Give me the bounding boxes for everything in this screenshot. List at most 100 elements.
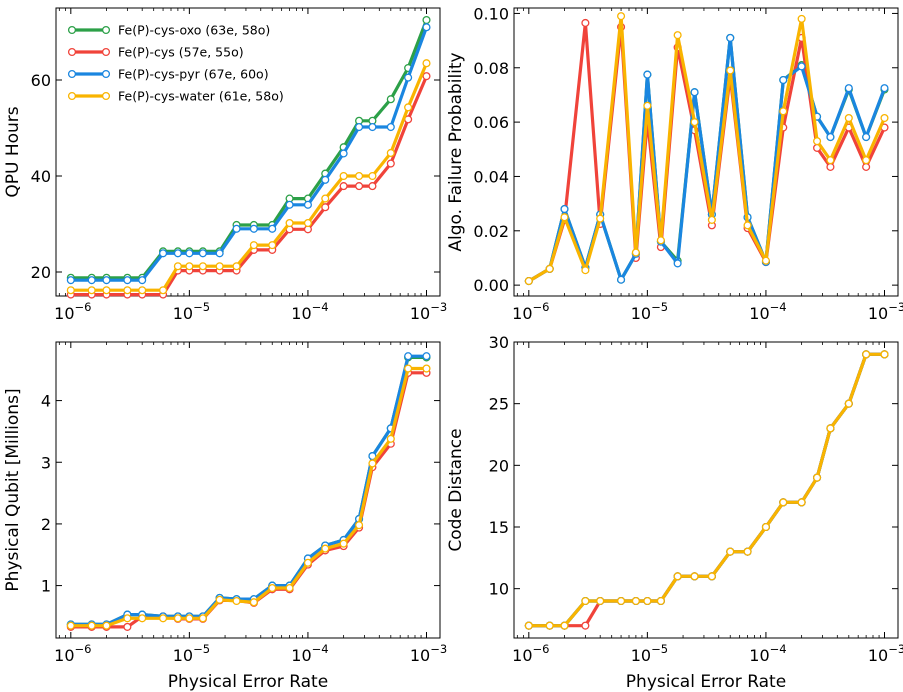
data-point (387, 150, 394, 157)
data-point (582, 267, 589, 274)
legend-marker (103, 93, 110, 100)
data-point (423, 24, 430, 31)
data-point (618, 13, 625, 20)
data-point (814, 138, 821, 145)
data-point (67, 277, 74, 284)
data-point (356, 183, 363, 190)
data-point (845, 85, 852, 92)
data-point (369, 460, 376, 467)
data-point (286, 220, 293, 227)
y-tick-label: 30 (489, 333, 509, 352)
series-line (529, 354, 885, 625)
x-tick-label: 10−5 (631, 642, 668, 665)
data-point (322, 545, 329, 552)
x-axis-label: Physical Error Rate (626, 672, 786, 692)
data-point (863, 157, 870, 164)
legend-label: Fe(P)-cys-pyr (67e, 60o) (118, 67, 269, 82)
subplot-3: 10−6 10−5 10−4 10−31234Physical Qubit [Mill… (3, 342, 447, 692)
data-point (881, 85, 888, 92)
y-tick-label: 0.00 (473, 276, 509, 295)
data-point (160, 250, 167, 257)
y-tick-label: 20 (489, 456, 509, 475)
data-point (103, 287, 110, 294)
data-point (88, 287, 95, 294)
x-tick-label: 10−3 (410, 642, 447, 665)
data-point (124, 615, 131, 622)
legend-marker (103, 71, 110, 78)
data-point (881, 115, 888, 122)
data-point (582, 20, 589, 27)
data-point (657, 237, 664, 244)
data-point (322, 176, 329, 183)
plot-frame (514, 342, 898, 638)
data-point (387, 160, 394, 167)
data-point (827, 425, 834, 432)
data-point (139, 287, 146, 294)
data-point (340, 540, 347, 547)
data-point (305, 220, 312, 227)
data-point (644, 598, 651, 605)
x-tick-label: 10−3 (410, 300, 447, 323)
data-point (845, 400, 852, 407)
data-point (88, 622, 95, 629)
data-point (827, 134, 834, 141)
data-point (356, 522, 363, 529)
data-point (582, 622, 589, 629)
data-point (632, 249, 639, 256)
data-point (618, 598, 625, 605)
data-point (216, 596, 223, 603)
series-cys (67, 369, 429, 630)
y-axis-label: Physical Qubit [Millions] (3, 388, 23, 591)
data-point (340, 173, 347, 180)
series-oxo (67, 354, 429, 628)
data-point (103, 277, 110, 284)
data-point (305, 559, 312, 566)
legend-marker (69, 27, 76, 34)
data-point (340, 150, 347, 157)
x-tick-label: 10−5 (631, 300, 668, 323)
data-point (632, 598, 639, 605)
data-point (174, 615, 181, 622)
x-tick-label: 10−4 (749, 300, 786, 323)
series-water (525, 351, 887, 629)
data-point (827, 164, 834, 171)
data-point (186, 615, 193, 622)
data-point (269, 225, 276, 232)
data-point (814, 474, 821, 481)
data-point (340, 183, 347, 190)
legend: Fe(P)-cys-oxo (63e, 58o) Fe(P)-cys (57e, … (69, 23, 284, 104)
data-point (674, 573, 681, 580)
data-point (369, 124, 376, 131)
y-tick-label: 4 (41, 392, 51, 411)
data-point (199, 615, 206, 622)
legend-marker (69, 93, 76, 100)
data-point (186, 250, 193, 257)
y-axis-label: Algo. Failure Probability (446, 52, 466, 251)
series-pyr (525, 351, 887, 629)
y-axis-label: QPU Hours (3, 106, 23, 197)
data-point (691, 573, 698, 580)
data-point (798, 63, 805, 70)
y-tick-label: 15 (489, 518, 509, 537)
data-point (423, 60, 430, 67)
data-point (405, 353, 412, 360)
legend-marker (103, 49, 110, 56)
data-point (405, 74, 412, 81)
series-water (67, 365, 429, 629)
subplot-4: 10−6 10−5 10−4 10−3 10 15 20 25 30 Code Distance P… (446, 333, 903, 692)
data-point (525, 622, 532, 629)
data-point (124, 277, 131, 284)
data-point (827, 157, 834, 164)
series-oxo (525, 351, 887, 629)
data-point (674, 32, 681, 39)
series-pyr (67, 353, 429, 628)
data-point (160, 615, 167, 622)
data-point (387, 96, 394, 103)
x-tick-label: 10−6 (54, 642, 91, 665)
series-line (71, 373, 427, 627)
data-point (780, 499, 787, 506)
data-point (286, 585, 293, 592)
y-tick-label: 20 (31, 263, 51, 282)
data-point (387, 435, 394, 442)
data-point (405, 365, 412, 372)
